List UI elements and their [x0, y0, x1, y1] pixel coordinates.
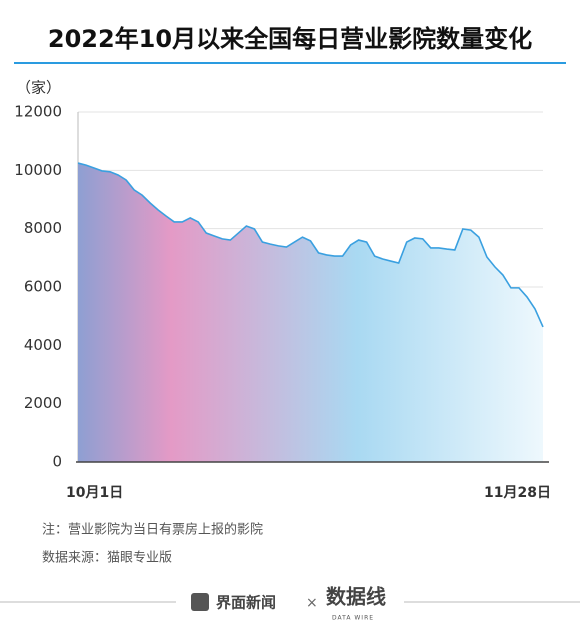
- source: 数据来源：猫眼专业版: [42, 551, 172, 566]
- footer-separator: ×: [306, 595, 318, 611]
- footer-logo-sub: DATA WIRE: [332, 615, 374, 622]
- y-tick-label: 10000: [14, 161, 62, 179]
- line: [77, 162, 544, 328]
- y-axis-label: （家）: [16, 79, 61, 97]
- x-tick-label: 11月28日: [484, 485, 551, 501]
- area: [78, 163, 543, 462]
- note: 注：营业影院为当日有票房上报的影院: [42, 522, 263, 538]
- y-tick-label: 0: [52, 453, 62, 471]
- y-tick-label: 8000: [24, 219, 62, 237]
- footer-logo: 数据线: [326, 585, 386, 609]
- y-tick-label: 2000: [24, 394, 62, 412]
- y-tick-label: 4000: [24, 336, 62, 354]
- y-tick-label: 6000: [24, 278, 62, 296]
- x-tick-label: 10月1日: [66, 485, 123, 501]
- plot-area: 0 2000 4000 6000 8000 10000 12000 10月1日 11月28日: [14, 103, 551, 502]
- y-tick-label: 12000: [14, 103, 62, 121]
- chart-title: 2022年10月以来全国每日营业影院数量变化: [48, 25, 532, 53]
- brand-icon: [191, 593, 209, 611]
- footer-brand: 界面新闻: [216, 594, 276, 612]
